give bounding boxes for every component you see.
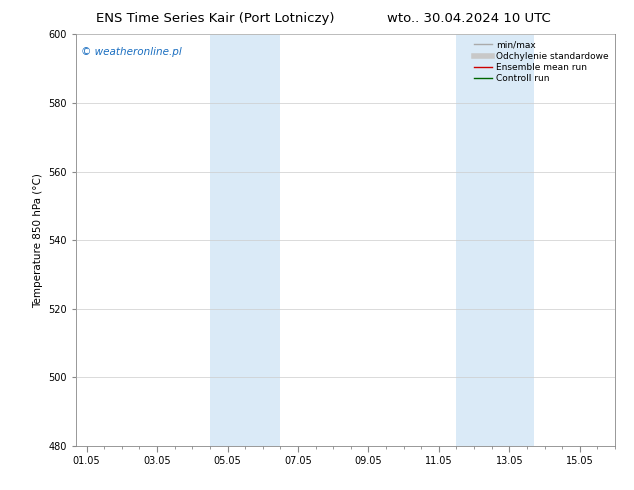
Bar: [210, 34, 280, 446]
Text: ENS Time Series Kair (Port Lotniczy): ENS Time Series Kair (Port Lotniczy): [96, 12, 335, 25]
Legend: min/max, Odchylenie standardowe, Ensemble mean run, Controll run: min/max, Odchylenie standardowe, Ensembl…: [472, 39, 611, 85]
Y-axis label: Temperature 850 hPa (°C): Temperature 850 hPa (°C): [33, 172, 43, 308]
Text: wto.. 30.04.2024 10 UTC: wto.. 30.04.2024 10 UTC: [387, 12, 551, 25]
Bar: [456, 34, 534, 446]
Text: © weatheronline.pl: © weatheronline.pl: [81, 47, 182, 57]
